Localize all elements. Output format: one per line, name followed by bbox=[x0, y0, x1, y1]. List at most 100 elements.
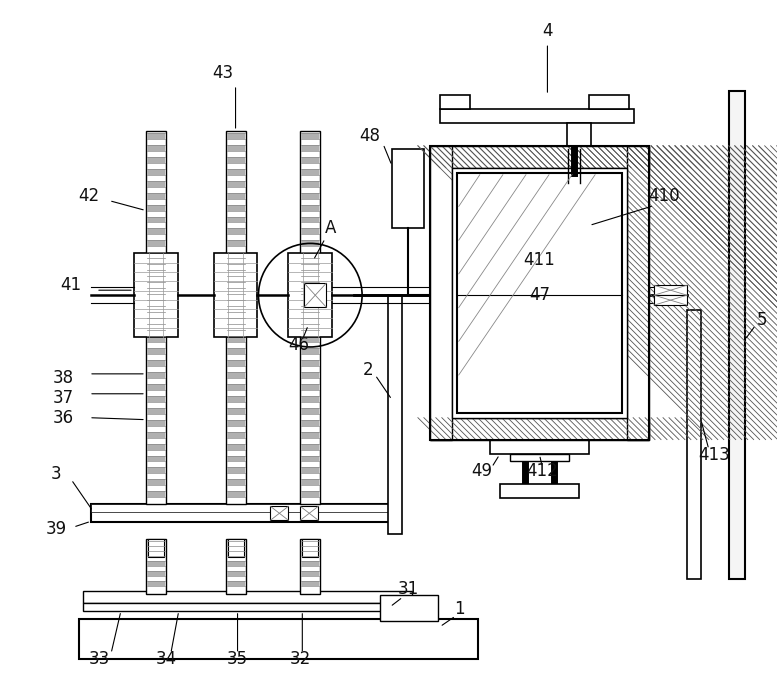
Text: 33: 33 bbox=[89, 650, 110, 668]
Bar bbox=[226, 288, 244, 294]
Bar bbox=[226, 372, 244, 378]
Text: 48: 48 bbox=[359, 127, 380, 145]
Bar bbox=[148, 539, 164, 557]
Bar bbox=[147, 360, 165, 366]
Bar bbox=[301, 456, 319, 462]
Bar bbox=[301, 432, 319, 437]
Bar bbox=[301, 264, 319, 271]
Bar bbox=[226, 360, 244, 366]
Bar bbox=[301, 551, 319, 556]
Bar bbox=[440, 95, 470, 109]
Bar bbox=[147, 336, 165, 342]
Text: 47: 47 bbox=[529, 286, 550, 304]
Text: 3: 3 bbox=[51, 465, 61, 483]
Bar bbox=[499, 484, 580, 498]
Bar bbox=[147, 324, 165, 330]
Bar bbox=[147, 479, 165, 485]
Text: 49: 49 bbox=[471, 462, 492, 481]
Text: 34: 34 bbox=[156, 650, 177, 668]
Bar bbox=[301, 180, 319, 186]
Bar bbox=[147, 467, 165, 473]
Bar bbox=[226, 407, 244, 414]
Bar bbox=[147, 157, 165, 163]
Bar bbox=[510, 454, 569, 462]
Bar bbox=[301, 479, 319, 485]
Bar bbox=[567, 123, 591, 148]
Bar bbox=[289, 254, 332, 337]
Bar bbox=[226, 157, 244, 163]
Bar bbox=[147, 561, 165, 566]
Text: 36: 36 bbox=[53, 409, 74, 426]
Text: 1: 1 bbox=[454, 600, 465, 618]
Bar bbox=[147, 300, 165, 306]
Bar bbox=[301, 541, 319, 546]
Bar bbox=[654, 295, 687, 305]
Bar bbox=[147, 276, 165, 282]
Bar bbox=[301, 324, 319, 330]
Bar bbox=[147, 205, 165, 211]
Bar bbox=[627, 146, 649, 439]
Bar bbox=[729, 91, 745, 579]
Bar bbox=[301, 312, 319, 318]
Bar bbox=[147, 145, 165, 151]
Bar bbox=[300, 539, 321, 594]
Bar bbox=[147, 420, 165, 426]
Bar bbox=[301, 443, 319, 450]
Bar bbox=[147, 133, 165, 139]
Bar bbox=[300, 506, 318, 520]
Bar bbox=[301, 571, 319, 576]
Bar bbox=[83, 591, 412, 603]
Bar bbox=[489, 439, 589, 454]
Text: 2: 2 bbox=[363, 361, 373, 379]
Bar bbox=[430, 146, 649, 167]
Bar bbox=[452, 167, 627, 418]
Bar bbox=[226, 228, 244, 235]
Bar bbox=[392, 148, 424, 228]
Bar bbox=[303, 539, 318, 557]
Bar bbox=[226, 205, 244, 211]
Bar bbox=[147, 312, 165, 318]
Text: 413: 413 bbox=[698, 445, 730, 464]
Bar bbox=[271, 506, 289, 520]
Bar bbox=[226, 443, 244, 450]
Bar bbox=[147, 180, 165, 186]
Bar bbox=[301, 336, 319, 342]
Text: 43: 43 bbox=[212, 64, 233, 82]
Text: 39: 39 bbox=[46, 520, 67, 538]
Bar bbox=[226, 133, 244, 139]
Text: 32: 32 bbox=[289, 650, 311, 668]
Bar bbox=[226, 241, 244, 246]
Bar bbox=[147, 396, 165, 402]
Bar bbox=[226, 180, 244, 186]
Bar bbox=[226, 396, 244, 402]
Bar bbox=[147, 264, 165, 271]
Bar bbox=[228, 539, 244, 557]
Bar bbox=[91, 504, 400, 513]
Bar bbox=[83, 603, 412, 611]
Bar bbox=[147, 571, 165, 576]
Bar bbox=[301, 241, 319, 246]
Bar bbox=[226, 348, 244, 354]
Bar bbox=[301, 216, 319, 222]
Bar bbox=[226, 276, 244, 282]
Bar bbox=[226, 467, 244, 473]
Bar bbox=[301, 133, 319, 139]
Bar bbox=[226, 216, 244, 222]
Bar bbox=[226, 539, 246, 594]
Bar bbox=[301, 420, 319, 426]
Bar bbox=[226, 145, 244, 151]
Text: 35: 35 bbox=[227, 650, 248, 668]
Bar bbox=[226, 312, 244, 318]
Bar bbox=[301, 407, 319, 414]
Bar bbox=[226, 336, 244, 342]
Bar bbox=[91, 504, 400, 522]
Bar bbox=[147, 216, 165, 222]
Bar bbox=[226, 324, 244, 330]
Text: 412: 412 bbox=[527, 462, 559, 481]
Bar bbox=[147, 372, 165, 378]
Bar bbox=[147, 252, 165, 258]
Bar bbox=[301, 276, 319, 282]
Bar bbox=[654, 285, 687, 295]
Bar bbox=[226, 300, 244, 306]
Bar bbox=[301, 145, 319, 151]
